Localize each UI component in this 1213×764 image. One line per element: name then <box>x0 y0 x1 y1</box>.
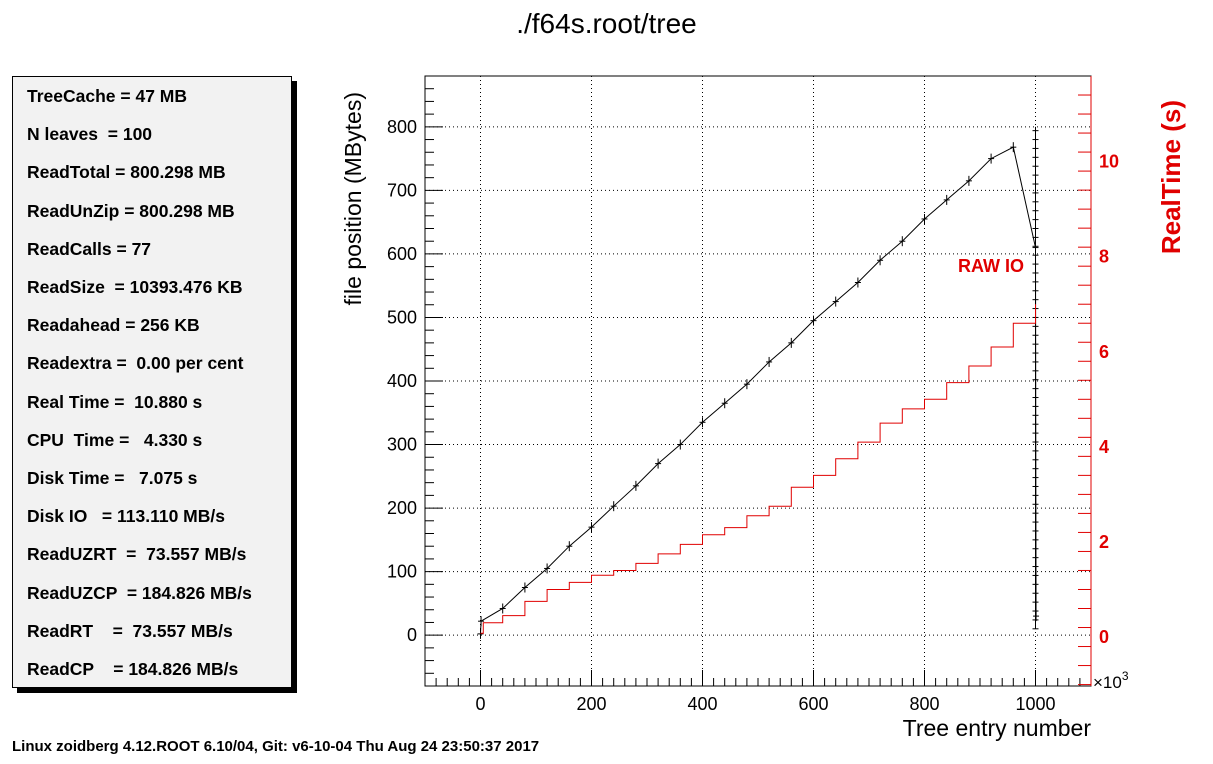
y-tick-label: 500 <box>387 307 417 327</box>
y2-tick-label: 0 <box>1099 627 1109 647</box>
file-position-point <box>588 522 595 533</box>
stat-line: ReadRT = 73.557 MB/s <box>27 620 233 641</box>
y-axis-label: file position (MBytes) <box>340 92 366 305</box>
x-tick-label: 200 <box>576 694 606 714</box>
x-tick-label: 1000 <box>1015 694 1055 714</box>
file-position-point <box>810 315 817 326</box>
stat-line: TreeCache = 47 MB <box>27 86 188 106</box>
x-tick-label: 600 <box>798 694 828 714</box>
file-position-point <box>632 480 639 491</box>
stat-line: CPU Time = 4.330 s <box>27 429 203 450</box>
y-tick-label: 100 <box>387 562 417 582</box>
y2-axis-label: RealTime (s) <box>1156 100 1186 254</box>
file-position-point <box>832 296 839 307</box>
file-position-points <box>477 142 1040 639</box>
y-axis-ticks <box>425 75 443 687</box>
file-position-point <box>521 582 528 593</box>
x-exponent-power: 3 <box>1122 669 1129 683</box>
file-position-point <box>1010 142 1017 153</box>
x-axis-label: Tree entry number <box>903 715 1092 741</box>
file-position-point <box>943 194 950 205</box>
file-position-point <box>921 213 928 224</box>
y-tick-label: 200 <box>387 498 417 518</box>
stat-line: ReadCalls = 77 <box>27 238 152 259</box>
realtime-step-line <box>480 304 1036 634</box>
stat-line: Disk Time = 7.075 s <box>27 468 198 488</box>
y2-tick-label: 2 <box>1099 532 1109 552</box>
file-position-point <box>721 398 728 409</box>
stats-panel: TreeCache = 47 MB N leaves = 100 ReadTotal… <box>12 76 292 688</box>
y2-tick-label: 10 <box>1099 152 1119 172</box>
x-axis-ticks <box>424 670 1092 686</box>
x-tick-label: 800 <box>909 694 939 714</box>
file-position-line <box>480 146 1037 634</box>
file-position-point <box>788 337 795 348</box>
file-position-point <box>965 175 972 186</box>
y-tick-label: 700 <box>387 180 417 200</box>
stat-line: ReadTotal = 800.298 MB <box>27 162 226 183</box>
file-position-point <box>988 153 995 164</box>
file-position-point <box>477 628 484 639</box>
x-axis-exponent: ×103 <box>1093 669 1129 692</box>
x-tick-label: 400 <box>687 694 717 714</box>
file-position-point <box>566 541 573 552</box>
y-tick-label: 800 <box>387 117 417 137</box>
file-position-point <box>677 439 684 450</box>
stat-line: Disk IO = 113.110 MB/s <box>27 506 225 527</box>
y-tick-label: 600 <box>387 244 417 264</box>
file-position-point <box>699 417 706 428</box>
stat-line: Real Time = 10.880 s <box>27 391 203 412</box>
y2-tick-label: 8 <box>1099 247 1109 267</box>
file-position-point <box>899 236 906 247</box>
stat-line: ReadSize = 10393.476 KB <box>27 277 243 297</box>
stat-line: ReadUZCP = 184.826 MB/s <box>27 582 252 603</box>
file-position-point <box>544 563 551 574</box>
x-exponent-base: ×10 <box>1093 673 1122 692</box>
y-tick-label: 0 <box>407 625 417 645</box>
stat-line: N leaves = 100 <box>27 124 153 145</box>
file-position-point <box>854 277 861 288</box>
y2-tick-label: 6 <box>1099 342 1109 362</box>
stat-line: ReadCP = 184.826 MB/s <box>27 659 239 679</box>
stat-line: Readahead = 256 KB <box>27 315 200 336</box>
x-tick-label: 0 <box>475 694 485 714</box>
footer-text: Linux zoidberg 4.12.ROOT 6.10/04, Git: v… <box>12 738 540 755</box>
y-tick-label: 300 <box>387 435 417 455</box>
chart-title: ./f64s.root/tree <box>516 8 697 39</box>
file-position-point <box>877 255 884 266</box>
stat-line: ReadUnZip = 800.298 MB <box>27 200 235 221</box>
y-tick-label: 400 <box>387 371 417 391</box>
file-position-point <box>478 616 485 627</box>
stat-line: ReadUZRT = 73.557 MB/s <box>27 544 247 565</box>
stat-line: Readextra = 0.00 per cent <box>27 353 244 374</box>
file-position-point <box>766 356 773 367</box>
raw-io-annotation: RAW IO <box>958 256 1024 276</box>
file-position-point <box>610 501 617 512</box>
file-position-point <box>655 458 662 469</box>
file-position-point <box>743 379 750 390</box>
right-axis-ticks <box>1078 94 1091 686</box>
file-position-point <box>499 603 506 614</box>
y2-tick-label: 4 <box>1099 437 1109 457</box>
